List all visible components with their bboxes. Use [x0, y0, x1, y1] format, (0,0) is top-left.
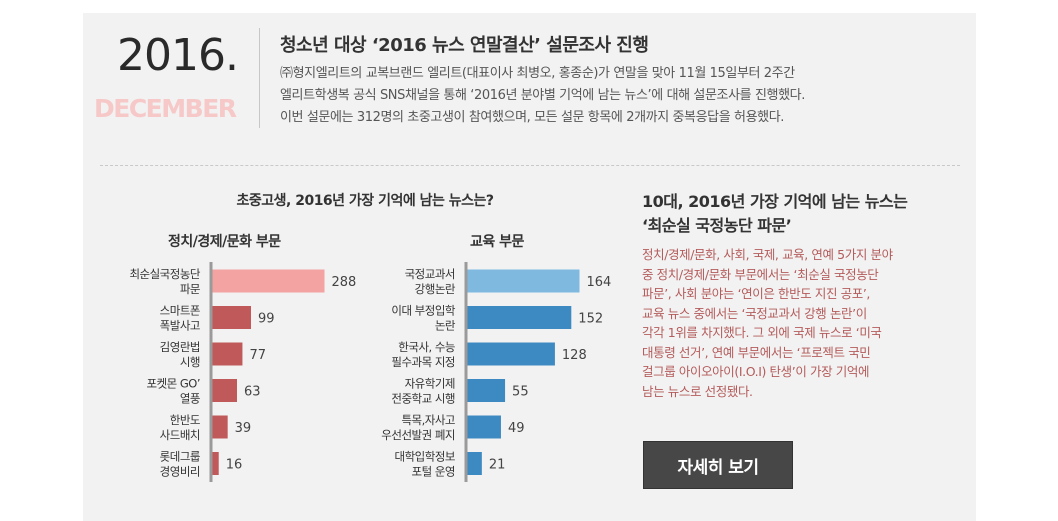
education-value-label: 49 — [508, 421, 525, 436]
education-category-label: 포털 운영 — [412, 465, 455, 479]
politics-category-label: 사드배치 — [160, 428, 200, 442]
education-category-label: 우선선발권 폐지 — [381, 428, 455, 442]
summary-line: 각각 1위를 차지했다. 그 외에 국제 뉴스로 ‘미국 — [642, 325, 882, 340]
politics-value-label: 288 — [332, 275, 357, 290]
content-card — [83, 13, 976, 521]
education-category-label: 국정교과서 — [405, 267, 455, 281]
politics-value-label: 39 — [235, 421, 252, 436]
article-description: ㈜형지엘리트의 교복브랜드 엘리트(대표이사 최병오, 홍종순)가 연말을 맞아… — [280, 63, 960, 129]
politics-category-label: 폭발사고 — [160, 319, 200, 333]
year-label: 2016. — [117, 30, 239, 81]
summary-title: 10대, 2016년 가장 기억에 남는 뉴스는 ‘최순실 국정농단 파문’ — [642, 190, 908, 238]
description-line: ㈜형지엘리트의 교복브랜드 엘리트(대표이사 최병오, 홍종순)가 연말을 맞아… — [280, 66, 795, 81]
politics-category-label: 김영란법 — [160, 340, 200, 354]
politics-value-label: 16 — [226, 458, 243, 473]
education-value-label: 55 — [512, 385, 529, 400]
politics-category-label: 롯데그룹 — [160, 450, 200, 464]
politics-bar — [212, 306, 251, 329]
education-value-label: 21 — [489, 458, 506, 473]
education-bar — [467, 269, 580, 293]
summary-line: 남는 뉴스로 선정됐다. — [642, 383, 753, 399]
summary-line: 정치/경제/문화, 사회, 국제, 교육, 연예 5가지 분야 — [642, 247, 893, 262]
education-bar — [467, 415, 501, 439]
description-line: 이번 설문에는 312명의 초중고생이 참여했으며, 모든 설문 항목에 2개까… — [280, 110, 784, 125]
politics-section-title: 정치/경제/문화 부문 — [168, 234, 281, 250]
politics-category-label: 스마트폰 — [160, 304, 200, 318]
politics-category-label: 열풍 — [180, 392, 200, 406]
education-value-label: 164 — [587, 275, 612, 290]
education-category-label: 강행논란 — [415, 282, 456, 296]
politics-bar — [212, 452, 219, 475]
summary-title-line: ‘최순실 국정농단 파문’ — [642, 216, 792, 235]
politics-bar — [212, 342, 243, 366]
education-category-label: 논란 — [435, 319, 456, 333]
education-bar — [467, 452, 482, 475]
summary-line: 파문’, 사회 분야는 ‘연이은 한반도 지진 공포’, — [642, 286, 871, 301]
education-section-title: 교육 부문 — [470, 234, 524, 250]
education-category-label: 대학입학정보 — [395, 450, 455, 464]
education-category-label: 전중학교 시행 — [391, 392, 455, 406]
month-label: DECEMBER — [94, 94, 237, 123]
education-category-label: 특목,자사고 — [401, 413, 455, 427]
education-bar — [467, 342, 555, 366]
education-bar — [467, 379, 506, 402]
education-category-label: 자유학기제 — [405, 377, 455, 391]
section-divider — [100, 165, 960, 166]
politics-category-label: 경영비리 — [160, 465, 200, 479]
politics-value-label: 63 — [244, 385, 261, 400]
education-category-label: 한국사, 수능 — [398, 340, 455, 354]
education-value-label: 128 — [562, 348, 587, 363]
politics-category-label: 한반도 — [170, 413, 200, 427]
description-line: 엘리트학생복 공식 SNS채널을 통해 ‘2016년 분야별 기억에 남는 뉴스… — [280, 88, 805, 103]
education-bar — [467, 306, 572, 329]
education-category-label: 필수과목 지정 — [391, 355, 455, 369]
education-category-label: 이대 부정입학 — [391, 304, 456, 318]
politics-bar — [212, 415, 228, 439]
header-divider — [259, 28, 260, 128]
education-value-label: 152 — [578, 312, 603, 327]
politics-category-label: 포켓몬 GO’ — [146, 377, 200, 391]
politics-value-label: 99 — [258, 312, 275, 327]
summary-line: 중 정치/경제/문화 부문에서는 ‘최순실 국정농단 — [642, 266, 879, 282]
summary-line: 걸그룹 아이오아이(I.O.I) 탄생’이 가장 기억에 — [642, 364, 870, 379]
summary-line: 교육 뉴스 중에서는 ‘국정교과서 강행 논란’이 — [642, 305, 867, 321]
politics-value-label: 77 — [249, 348, 266, 363]
summary-body: 정치/경제/문화, 사회, 국제, 교육, 연예 5가지 분야 중 정치/경제/… — [642, 245, 942, 401]
summary-title-line: 10대, 2016년 가장 기억에 남는 뉴스는 — [642, 192, 908, 211]
chart-title: 초중고생, 2016년 가장 기억에 남는 뉴스는? — [236, 193, 494, 209]
article-title: 청소년 대상 ‘2016 뉴스 연말결산’ 설문조사 진행 — [280, 35, 649, 56]
details-button[interactable]: 자세히 보기 — [643, 441, 793, 489]
summary-line: 대통령 선거’, 연예 부문에서는 ‘프로젝트 국민 — [642, 344, 871, 360]
politics-category-label: 최순실국정농단 — [129, 267, 200, 281]
politics-category-label: 파문 — [180, 282, 200, 296]
politics-category-label: 시행 — [180, 355, 200, 369]
politics-bar — [212, 269, 325, 293]
politics-bar — [212, 379, 237, 402]
